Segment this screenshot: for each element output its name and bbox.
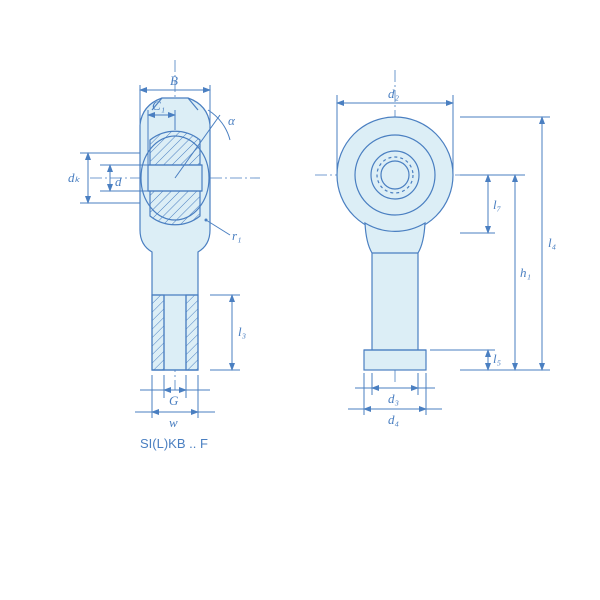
- label-l3: l₃: [238, 324, 246, 339]
- label-alpha: α: [228, 113, 236, 128]
- label-dk: dₖ: [68, 170, 81, 185]
- caption: SI(L)KB .. F: [140, 436, 208, 451]
- label-G: G: [169, 393, 179, 408]
- left-view: B C₁ α d dₖ r₁ l₃ G: [68, 60, 260, 451]
- label-w: w: [169, 415, 178, 430]
- label-B: B: [170, 73, 178, 88]
- right-view: d₂ l₇ h₁ l₄ l₅ d₃ d₄: [315, 70, 557, 427]
- label-C1: C₁: [152, 98, 165, 113]
- label-l4: l₄: [548, 235, 557, 250]
- label-d3: d₃: [388, 391, 399, 406]
- label-d: d: [115, 174, 122, 189]
- label-l5: l₅: [493, 351, 501, 366]
- label-r1: r₁: [232, 228, 242, 243]
- label-d4: d₄: [388, 412, 400, 427]
- label-l7: l₇: [493, 197, 502, 212]
- label-d2: d₂: [388, 86, 400, 101]
- label-h1: h₁: [520, 265, 531, 280]
- technical-drawing: B C₁ α d dₖ r₁ l₃ G: [0, 0, 600, 600]
